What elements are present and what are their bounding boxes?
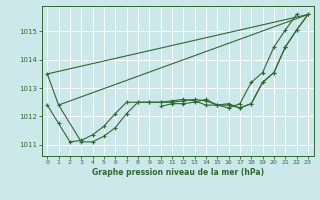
X-axis label: Graphe pression niveau de la mer (hPa): Graphe pression niveau de la mer (hPa) [92, 168, 264, 177]
